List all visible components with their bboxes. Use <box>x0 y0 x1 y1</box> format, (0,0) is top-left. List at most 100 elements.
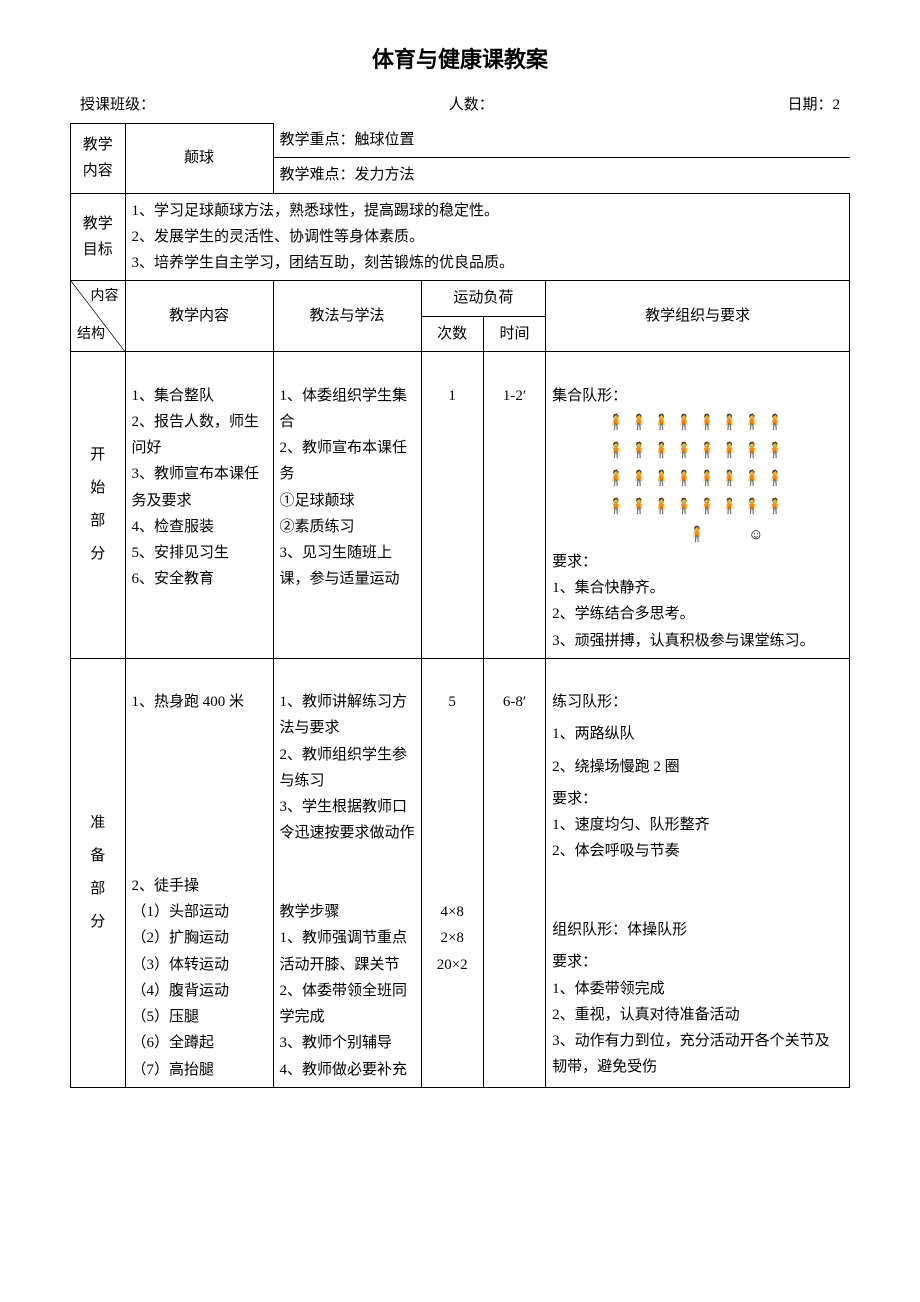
start-method-3: ①足球颠球 <box>280 488 415 514</box>
prep-org-a-req-head: 要求： <box>552 786 843 812</box>
goal-body: 1、学习足球颠球方法，熟悉球性，提高踢球的稳定性。 2、发展学生的灵活性、协调性… <box>125 193 849 281</box>
label-start: 开始部分 <box>71 352 126 659</box>
head-method: 教法与学法 <box>273 281 421 352</box>
prep-org-a1: 1、两路纵队 <box>552 721 843 747</box>
prep-content: 1、热身跑 400 米 2、徒手操 （1）头部运动 （2）扩胸运动 （3）体转运… <box>125 658 273 1087</box>
start-method-5: 3、见习生随班上课，参与适量运动 <box>280 540 415 593</box>
prep-method-a3: 3、学生根据教师口令迅速按要求做动作 <box>280 794 415 847</box>
diag-cell: 内容 结构 <box>71 281 126 352</box>
prep-times-b4: 2×8 <box>428 925 477 951</box>
prep-times-a: 5 <box>428 689 477 715</box>
row-start: 开始部分 1、集合整队 2、报告人数，师生问好 3、教师宣布本课任务及要求 4、… <box>71 352 850 659</box>
prep-method-b1: 1、教师强调节重点活动开膝、踝关节 <box>280 925 415 978</box>
prep-method-b3: 3、教师个别辅导 <box>280 1030 415 1056</box>
label-goal: 教学 目标 <box>71 193 126 281</box>
label-content: 教学 内容 <box>71 123 126 193</box>
head-duration: 时间 <box>483 316 545 352</box>
formation-row-1: 🧍🧍🧍🧍🧍🧍🧍🧍 <box>552 409 843 437</box>
prep-org-a-req2: 2、体会呼吸与节奏 <box>552 838 843 864</box>
prep-content-b7: （7）高抬腿 <box>132 1057 267 1083</box>
label-content-text: 教学 内容 <box>83 137 113 179</box>
start-content: 1、集合整队 2、报告人数，师生问好 3、教师宣布本课任务及要求 4、检查服装 … <box>125 352 273 659</box>
goal-line-1: 1、学习足球颠球方法，熟悉球性，提高踢球的稳定性。 <box>132 198 843 224</box>
prep-content-b3: （3）体转运动 <box>132 952 267 978</box>
content-main-wrap: 颠球 <box>125 123 273 193</box>
row-prep: 准备部分 1、热身跑 400 米 2、徒手操 （1）头部运动 （2）扩胸运动 （… <box>71 658 850 1087</box>
prep-method-b4: 4、教师做必要补充 <box>280 1057 415 1083</box>
head-times: 次数 <box>421 316 483 352</box>
goal-line-3: 3、培养学生自主学习，团结互助，刻苦锻炼的优良品质。 <box>132 250 843 276</box>
formation-row-3: 🧍🧍🧍🧍🧍🧍🧍🧍 <box>552 465 843 493</box>
label-start-text: 开始部分 <box>90 439 105 571</box>
start-duration-val: 1-2′ <box>503 388 526 404</box>
prep-org-a-req1: 1、速度均匀、队形整齐 <box>552 812 843 838</box>
row-teaching-goal: 教学 目标 1、学习足球颠球方法，熟悉球性，提高踢球的稳定性。 2、发展学生的灵… <box>71 193 850 281</box>
prep-org-b-req2: 2、重视，认真对待准备活动 <box>552 1002 843 1028</box>
start-times: 1 <box>421 352 483 659</box>
prep-content-b4: （4）腹背运动 <box>132 978 267 1004</box>
row-head-1: 内容 结构 教学内容 教法与学法 运动负荷 教学组织与要求 <box>71 281 850 317</box>
formation-row-2: 🧍🧍🧍🧍🧍🧍🧍🧍 <box>552 437 843 465</box>
head-org: 教学组织与要求 <box>546 281 850 352</box>
prep-content-b5: （5）压腿 <box>132 1004 267 1030</box>
diag-bot: 结构 <box>77 323 105 348</box>
teaching-difficulty: 教学难点：发力方法 <box>274 158 850 193</box>
prep-org-b-req1: 1、体委带领完成 <box>552 976 843 1002</box>
prep-content-b0: 2、徒手操 <box>132 873 267 899</box>
head-load: 运动负荷 <box>421 281 546 317</box>
start-method: 1、体委组织学生集合 2、教师宣布本课任务 ①足球颠球 ②素质练习 3、见习生随… <box>273 352 421 659</box>
label-prep-text: 准备部分 <box>90 807 105 939</box>
prep-content-a1: 1、热身跑 400 米 <box>132 689 267 715</box>
start-req-3: 3、顽强拼搏，认真积极参与课堂练习。 <box>552 628 843 654</box>
start-content-2: 2、报告人数，师生问好 <box>132 409 267 462</box>
prep-org-b-req3: 3、动作有力到位，充分活动开各个关节及韧带，避免受伤 <box>552 1028 843 1081</box>
count-label: 人数： <box>449 92 494 119</box>
prep-method-b2: 2、体委带领全班同学完成 <box>280 978 415 1031</box>
prep-method-a2: 2、教师组织学生参与练习 <box>280 742 415 795</box>
start-content-6: 6、安全教育 <box>132 566 267 592</box>
start-req-1: 1、集合快静齐。 <box>552 575 843 601</box>
header-meta: 授课班级： 人数： 日期：2 <box>80 92 840 119</box>
prep-method: 1、教师讲解练习方法与要求 2、教师组织学生参与练习 3、学生根据教师口令迅速按… <box>273 658 421 1087</box>
prep-method-a1: 1、教师讲解练习方法与要求 <box>280 689 415 742</box>
start-times-val: 1 <box>448 388 456 404</box>
start-req-head: 要求： <box>552 549 843 575</box>
prep-times-b0: 4×8 <box>428 899 477 925</box>
prep-org-a2: 2、绕操场慢跑 2 圈 <box>552 754 843 780</box>
start-method-1: 1、体委组织学生集合 <box>280 383 415 436</box>
start-org: 集合队形： 🧍🧍🧍🧍🧍🧍🧍🧍 🧍🧍🧍🧍🧍🧍🧍🧍 🧍🧍🧍🧍🧍🧍🧍🧍 🧍🧍🧍🧍🧍🧍🧍… <box>546 352 850 659</box>
label-prep: 准备部分 <box>71 658 126 1087</box>
prep-org: 练习队形： 1、两路纵队 2、绕操场慢跑 2 圈 要求： 1、速度均匀、队形整齐… <box>546 658 850 1087</box>
prep-times: 5 4×8 2×8 20×2 <box>421 658 483 1087</box>
formation-teacher: 🧍 ☺ <box>552 521 843 549</box>
goal-line-2: 2、发展学生的灵活性、协调性等身体素质。 <box>132 224 843 250</box>
prep-org-b-req-head: 要求： <box>552 949 843 975</box>
start-content-5: 5、安排见习生 <box>132 540 267 566</box>
start-req-2: 2、学练结合多思考。 <box>552 601 843 627</box>
start-method-4: ②素质练习 <box>280 514 415 540</box>
start-duration: 1-2′ <box>483 352 545 659</box>
class-label: 授课班级： <box>80 92 155 119</box>
start-content-1: 1、集合整队 <box>132 383 267 409</box>
prep-times-b5: 20×2 <box>428 952 477 978</box>
row-teaching-content: 教学 内容 颠球 教学重点：触球位置 教学难点：发力方法 <box>71 123 850 193</box>
prep-duration-val: 6-8′ <box>490 689 539 715</box>
date-label: 日期：2 <box>787 92 840 119</box>
doc-title: 体育与健康课教案 <box>70 40 850 80</box>
lesson-plan-table: 教学 内容 颠球 教学重点：触球位置 教学难点：发力方法 教学 目标 1、学习足… <box>70 123 850 1088</box>
start-org-head: 集合队形： <box>552 383 843 409</box>
head-content: 教学内容 <box>125 281 273 352</box>
prep-content-b1: （1）头部运动 <box>132 899 267 925</box>
start-content-3: 3、教师宣布本课任务及要求 <box>132 461 267 514</box>
formation-row-4: 🧍🧍🧍🧍🧍🧍🧍🧍 <box>552 493 843 521</box>
prep-org-b-head: 组织队形：体操队形 <box>552 917 843 943</box>
start-method-2: 2、教师宣布本课任务 <box>280 435 415 488</box>
start-content-4: 4、检查服装 <box>132 514 267 540</box>
prep-content-b2: （2）扩胸运动 <box>132 925 267 951</box>
prep-method-b-head: 教学步骤 <box>280 899 415 925</box>
prep-content-b6: （6）全蹲起 <box>132 1030 267 1056</box>
diag-top: 内容 <box>91 285 119 310</box>
prep-duration: 6-8′ <box>483 658 545 1087</box>
content-focus-wrap: 教学重点：触球位置 教学难点：发力方法 <box>273 123 849 193</box>
teaching-focus: 教学重点：触球位置 <box>274 123 850 158</box>
